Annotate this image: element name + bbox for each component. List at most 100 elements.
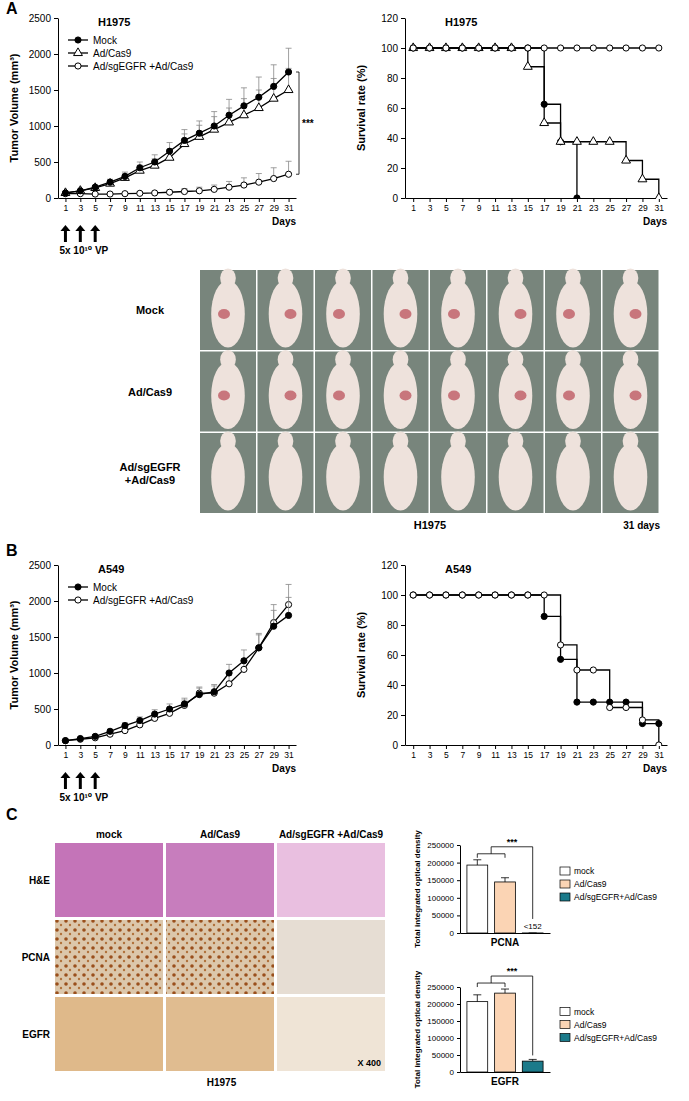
tick-label: 500 xyxy=(34,704,51,715)
column-label: Ad/Cas9 xyxy=(200,829,240,840)
plot-area xyxy=(410,592,662,746)
mouse-head xyxy=(565,268,581,287)
bar xyxy=(495,882,516,933)
tick-label: 2500 xyxy=(29,13,52,24)
tick-label: 200000 xyxy=(427,859,454,868)
mouse xyxy=(326,362,360,429)
tick-mark xyxy=(274,745,275,749)
tick-mark xyxy=(54,90,58,91)
tick-mark xyxy=(401,138,405,139)
photo xyxy=(200,268,256,350)
tick-label: 1500 xyxy=(29,632,52,643)
tick-label: 21 xyxy=(573,203,583,213)
error-bar-cap xyxy=(167,142,173,143)
tick: 17 xyxy=(540,198,550,213)
marker xyxy=(443,592,449,598)
tick-mark xyxy=(401,715,405,716)
photo xyxy=(315,268,371,350)
tick: 17 xyxy=(540,745,550,760)
tick-mark xyxy=(229,745,230,749)
marker xyxy=(590,699,596,705)
tick-mark xyxy=(54,637,58,638)
tick-mark xyxy=(626,745,627,749)
mouse-head xyxy=(450,268,466,287)
tick-label: 200000 xyxy=(427,1000,454,1009)
tick: 60 xyxy=(387,650,405,661)
marker xyxy=(476,45,482,51)
marker xyxy=(557,45,563,51)
injection-arrow xyxy=(90,225,100,242)
chart-title: A549 xyxy=(98,563,124,575)
x-axis-line xyxy=(406,745,668,746)
marker xyxy=(166,148,172,154)
legend: mockAd/Cas9Ad/sgEGFR+Ad/Cas9 xyxy=(560,866,657,902)
tick-mark xyxy=(642,745,643,749)
mouse xyxy=(556,362,590,429)
mouse-head xyxy=(278,431,294,450)
x-axis-line xyxy=(406,198,668,199)
annotation: *** xyxy=(507,837,518,847)
annotation: *** xyxy=(507,966,518,976)
mouse-head xyxy=(565,431,581,450)
tick: 11 xyxy=(136,745,145,760)
tick-label: 31 xyxy=(655,750,665,760)
legend-label: Ad/sgEGFR +Ad/Cas9 xyxy=(93,595,194,606)
tick-label: 29 xyxy=(269,750,279,760)
photo xyxy=(603,268,659,350)
photo xyxy=(258,350,314,432)
tick: 100 xyxy=(381,43,405,54)
tumor xyxy=(333,309,345,319)
tick-mark xyxy=(244,198,245,202)
mouse xyxy=(556,280,590,347)
mouse xyxy=(499,362,533,429)
marker xyxy=(166,189,172,195)
marker xyxy=(656,742,662,746)
tick-label: 19 xyxy=(195,203,205,213)
tick-label: 120 xyxy=(381,560,398,571)
micrograph xyxy=(277,997,385,1071)
tick-label: 80 xyxy=(387,620,399,631)
marker xyxy=(426,592,432,598)
marker xyxy=(443,45,449,51)
marker xyxy=(525,45,531,51)
marker xyxy=(211,186,217,192)
mouse-head xyxy=(335,268,351,287)
tick-mark xyxy=(457,1038,460,1039)
marker xyxy=(135,166,144,174)
tick-mark xyxy=(457,863,460,864)
y-axis-title: Survival rate (%) xyxy=(355,65,367,152)
tumor xyxy=(400,309,412,319)
marker xyxy=(196,188,202,194)
tick-label: 9 xyxy=(477,750,482,760)
tick-label: 250000 xyxy=(427,841,454,850)
marker xyxy=(459,592,465,598)
tick-label: 19 xyxy=(195,750,205,760)
error-bar xyxy=(473,860,481,865)
legend-swatch xyxy=(560,1021,570,1029)
tick: 25 xyxy=(605,745,615,760)
x-axis: 135791113151719212325272931 xyxy=(406,198,668,213)
marker xyxy=(541,45,547,51)
tick-label: 17 xyxy=(180,750,190,760)
tick: 23 xyxy=(225,745,235,760)
tick-mark xyxy=(401,198,405,199)
micrograph xyxy=(277,843,385,917)
marker xyxy=(639,717,645,723)
tick: 15 xyxy=(524,745,534,760)
marker xyxy=(226,670,232,676)
tick-mark xyxy=(457,915,460,916)
x-axis: 135791113151719212325272931 xyxy=(406,745,668,760)
marker xyxy=(476,592,482,598)
panel-label: B xyxy=(6,542,18,559)
arrow-head xyxy=(75,772,85,778)
tick-label: 27 xyxy=(255,203,265,213)
error-bar xyxy=(529,1059,537,1061)
marker xyxy=(107,728,113,734)
tick-mark xyxy=(289,198,290,202)
marker xyxy=(241,103,247,109)
row-label: PCNA xyxy=(22,952,50,963)
row-label: Mock xyxy=(136,304,165,316)
tick: 21 xyxy=(573,745,583,760)
tick: 100 xyxy=(381,590,405,601)
tick-mark xyxy=(610,198,611,202)
